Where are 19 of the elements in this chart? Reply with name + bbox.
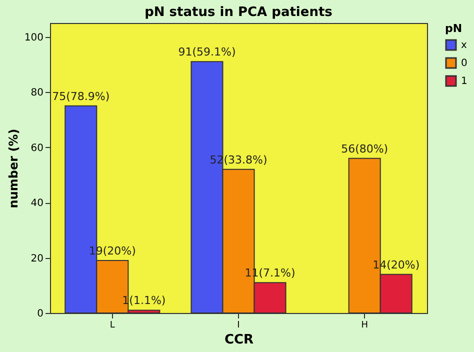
x-tick-label: L [110, 320, 115, 330]
y-tick-label: 80 [30, 88, 44, 99]
y-tick-label: 60 [30, 142, 44, 154]
legend-label: 0 [461, 58, 468, 69]
y-axis-title: number (%) [6, 128, 20, 208]
legend-label: 1 [461, 76, 468, 87]
x-tick-label: H [361, 320, 368, 330]
legend-title: pN [445, 22, 462, 35]
y-tick-label: 100 [24, 32, 44, 44]
y-tick-label: 0 [37, 308, 44, 320]
data-label: 56(80%) [341, 142, 388, 156]
x-axis-title: CCR [224, 332, 254, 348]
data-label: 75(78.9%) [52, 90, 110, 103]
x-tick-label: I [237, 320, 240, 330]
chart-title: pN status in PCA patients [144, 5, 333, 20]
legend-label: x [461, 40, 467, 51]
y-tick-label: 20 [30, 253, 44, 264]
data-label: 91(59.1%) [178, 46, 236, 59]
y-tick-label: 40 [30, 198, 44, 210]
